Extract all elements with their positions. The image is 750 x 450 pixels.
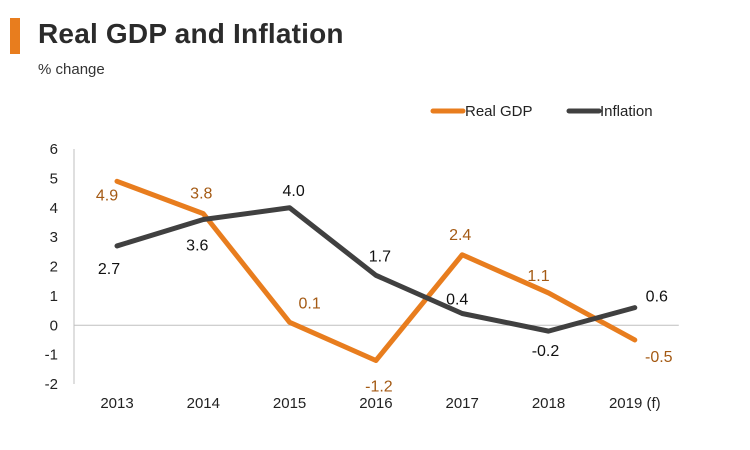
- y-tick-label: 4: [50, 200, 58, 217]
- series-line-inflation: [114, 205, 638, 334]
- data-label-inflation: 0.6: [646, 289, 668, 306]
- y-tick-label: 5: [50, 170, 58, 187]
- data-label-inflation: 2.7: [98, 261, 120, 278]
- legend-label-inflation: Inflation: [600, 103, 653, 120]
- data-label-inflation: 4.0: [282, 183, 304, 200]
- x-tick-label: 2018: [532, 395, 565, 412]
- plot-area: 4.9 3.8 0.1 -1.2 2.4 1.1 -0.5 2.7 3.6 4.0 1.7 0.4 -0…: [96, 178, 673, 396]
- chart-subtitle: % change: [38, 61, 105, 78]
- data-label-inflation: 1.7: [369, 248, 391, 265]
- x-tick-label: 2015: [273, 395, 306, 412]
- data-label-inflation: 0.4: [446, 292, 468, 309]
- data-label-inflation: 3.6: [186, 238, 208, 255]
- x-tick-label: 2019 (f): [609, 395, 661, 412]
- data-label-real-gdp: -1.2: [365, 379, 393, 396]
- data-label-real-gdp: -0.5: [645, 349, 673, 366]
- data-label-real-gdp: 3.8: [190, 186, 212, 203]
- y-tick-label: 6: [50, 141, 58, 158]
- y-tick-label: -1: [45, 347, 58, 364]
- legend: Real GDP Inflation: [430, 103, 653, 120]
- y-tick-label: 0: [50, 317, 58, 334]
- data-label-real-gdp: 1.1: [527, 268, 549, 285]
- series-line-real-gdp: [114, 178, 638, 363]
- x-tick-label: 2013: [100, 395, 133, 412]
- y-tick-label: 3: [50, 229, 58, 246]
- y-tick-label: 2: [50, 259, 58, 276]
- axes: 6 5 4 3 2 1 0 -1 -2 2013 2014 2015 2016 2017 2018 2019 …: [45, 141, 679, 412]
- legend-label-real-gdp: Real GDP: [465, 103, 533, 120]
- x-tick-label: 2017: [446, 395, 479, 412]
- data-label-real-gdp: 2.4: [449, 227, 471, 244]
- data-label-inflation: -0.2: [532, 343, 560, 360]
- chart-title: Real GDP and Inflation: [38, 18, 344, 49]
- x-tick-label: 2016: [359, 395, 392, 412]
- y-tick-label: -2: [45, 376, 58, 393]
- y-tick-label: 1: [50, 288, 58, 305]
- title-accent-bar: [10, 18, 20, 54]
- data-label-real-gdp: 4.9: [96, 187, 118, 204]
- data-label-real-gdp: 0.1: [298, 295, 320, 312]
- x-tick-label: 2014: [187, 395, 220, 412]
